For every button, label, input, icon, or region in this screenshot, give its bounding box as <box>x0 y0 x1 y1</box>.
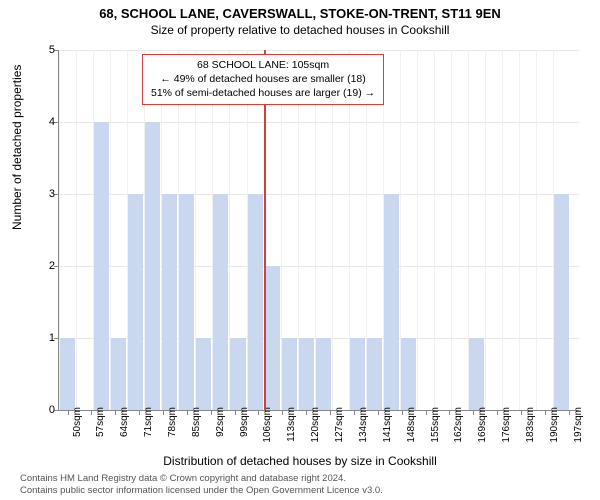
ytick-label: 3 <box>33 188 55 200</box>
xtick-label: 50sqm <box>72 407 83 437</box>
histogram-bar <box>213 194 228 410</box>
xtick-label: 85sqm <box>191 407 202 437</box>
xtick-mark <box>521 410 522 415</box>
grid-line-v <box>434 50 435 410</box>
histogram-bar <box>367 338 382 410</box>
grid-line-v <box>76 50 77 410</box>
grid-line-v <box>417 50 418 410</box>
histogram-bar <box>196 338 211 410</box>
xtick-label: 113sqm <box>286 407 297 442</box>
histogram-bar <box>162 194 177 410</box>
highlight-info-box: 68 SCHOOL LANE: 105sqm ← 49% of detached… <box>142 54 384 105</box>
ytick-label: 1 <box>33 332 55 344</box>
grid-line-v <box>451 50 452 410</box>
chart-container: 68, SCHOOL LANE, CAVERSWALL, STOKE-ON-TR… <box>0 0 600 500</box>
xtick-mark <box>115 410 116 415</box>
xtick-mark <box>139 410 140 415</box>
info-line-1: 68 SCHOOL LANE: 105sqm <box>151 58 375 72</box>
histogram-bar <box>179 194 194 410</box>
xtick-label: 197sqm <box>573 407 584 443</box>
grid-line-v <box>536 50 537 410</box>
xtick-mark <box>91 410 92 415</box>
xtick-mark <box>354 410 355 415</box>
grid-line-h <box>59 50 579 51</box>
xtick-label: 148sqm <box>406 407 417 443</box>
xtick-mark <box>258 410 259 415</box>
grid-line-h <box>59 122 579 123</box>
xtick-label: 162sqm <box>453 407 464 443</box>
xtick-label: 183sqm <box>525 407 536 443</box>
grid-line-v <box>519 50 520 410</box>
histogram-bar <box>469 338 484 410</box>
xtick-mark <box>426 410 427 415</box>
xtick-label: 106sqm <box>262 407 273 443</box>
histogram-bar <box>128 194 143 410</box>
xtick-label: 57sqm <box>95 407 106 437</box>
histogram-bar <box>230 338 245 410</box>
xtick-label: 134sqm <box>358 407 369 443</box>
xtick-mark <box>282 410 283 415</box>
histogram-bar <box>282 338 297 410</box>
xtick-mark <box>473 410 474 415</box>
histogram-bar <box>401 338 416 410</box>
xtick-label: 190sqm <box>549 407 560 443</box>
xtick-mark <box>402 410 403 415</box>
footer-line-1: Contains HM Land Registry data © Crown c… <box>20 473 383 484</box>
histogram-bar <box>265 266 280 410</box>
footer-line-2: Contains public sector information licen… <box>20 485 383 496</box>
ytick-label: 4 <box>33 116 55 128</box>
xtick-mark <box>378 410 379 415</box>
xtick-mark <box>68 410 69 415</box>
x-axis-label: Distribution of detached houses by size … <box>0 454 600 468</box>
xtick-label: 176sqm <box>501 407 512 443</box>
xtick-label: 64sqm <box>119 407 130 437</box>
histogram-bar <box>554 194 569 410</box>
xtick-label: 120sqm <box>310 407 321 443</box>
ytick-label: 2 <box>33 260 55 272</box>
grid-line-v <box>502 50 503 410</box>
histogram-bar <box>316 338 331 410</box>
histogram-bar <box>384 194 399 410</box>
histogram-bar <box>248 194 263 410</box>
xtick-label: 169sqm <box>477 407 488 443</box>
xtick-mark <box>235 410 236 415</box>
xtick-label: 71sqm <box>143 407 154 437</box>
xtick-label: 141sqm <box>382 407 393 443</box>
y-axis-label: Number of detached properties <box>10 65 24 230</box>
xtick-mark <box>449 410 450 415</box>
xtick-mark <box>545 410 546 415</box>
xtick-mark <box>163 410 164 415</box>
ytick-label: 5 <box>33 44 55 56</box>
histogram-bar <box>60 338 75 410</box>
histogram-bar <box>145 122 160 410</box>
xtick-label: 99sqm <box>239 407 250 437</box>
xtick-label: 92sqm <box>215 407 226 437</box>
xtick-mark <box>330 410 331 415</box>
histogram-bar <box>94 122 109 410</box>
info-line-3: 51% of semi-detached houses are larger (… <box>151 86 375 100</box>
histogram-bar <box>350 338 365 410</box>
histogram-bar <box>111 338 126 410</box>
xtick-label: 127sqm <box>334 407 345 443</box>
xtick-label: 78sqm <box>167 407 178 437</box>
xtick-mark <box>569 410 570 415</box>
xtick-mark <box>211 410 212 415</box>
xtick-mark <box>187 410 188 415</box>
xtick-label: 155sqm <box>430 407 441 443</box>
info-line-2: ← 49% of detached houses are smaller (18… <box>151 72 375 86</box>
xtick-mark <box>306 410 307 415</box>
ytick-label: 0 <box>33 404 55 416</box>
attribution-footer: Contains HM Land Registry data © Crown c… <box>20 473 383 496</box>
histogram-bar <box>299 338 314 410</box>
chart-subtitle: Size of property relative to detached ho… <box>0 21 600 37</box>
chart-title: 68, SCHOOL LANE, CAVERSWALL, STOKE-ON-TR… <box>0 0 600 21</box>
xtick-mark <box>497 410 498 415</box>
grid-line-v <box>485 50 486 410</box>
